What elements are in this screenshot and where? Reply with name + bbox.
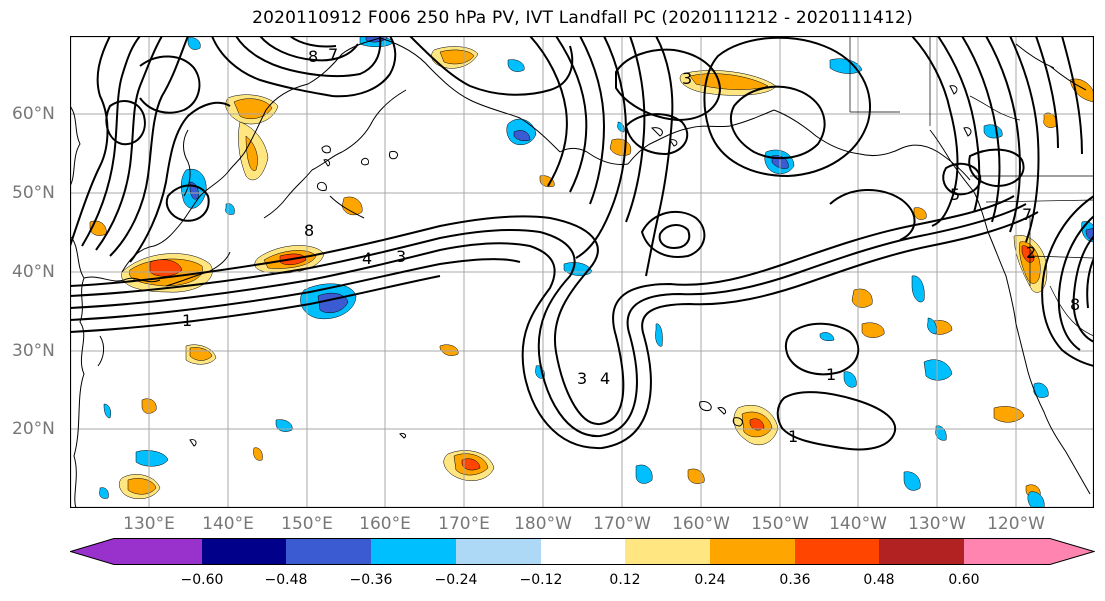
- colorbar-tick-label: 0.12: [609, 572, 641, 588]
- map-panel: 8 8 7 4 3 1 3 4 5 2 1 1 3 8 7: [70, 36, 1094, 508]
- colorbar-tick-label: −0.36: [349, 572, 393, 588]
- map-title: 2020110912 F006 250 hPa PV, IVT Landfall…: [252, 8, 913, 28]
- contour-label: 8: [304, 221, 314, 240]
- contour-label: 7: [328, 45, 338, 64]
- colorbar: [70, 538, 1095, 565]
- lat-label-20n: 20°N: [12, 419, 55, 439]
- lon-label-160w: 160°W: [672, 514, 730, 534]
- contour-label: 3: [682, 69, 692, 88]
- lon-label-130e: 130°E: [123, 514, 175, 534]
- contour-label: 8: [308, 47, 318, 66]
- colorbar-segment: [70, 538, 202, 565]
- contour-label: 1: [788, 427, 798, 446]
- colorbar-segment: [286, 538, 371, 565]
- lon-label-140w: 140°W: [829, 514, 887, 534]
- colorbar-tick-label: −0.24: [434, 572, 478, 588]
- colorbar-segment: [625, 538, 710, 565]
- contour-label: 4: [600, 369, 610, 388]
- lat-label-40n: 40°N: [12, 262, 55, 282]
- colorbar-tick-label: 0.48: [863, 572, 895, 588]
- colorbar-tick-label: 0.24: [694, 572, 726, 588]
- lon-label-120w: 120°W: [987, 514, 1045, 534]
- contour-label: 1: [826, 365, 836, 384]
- lon-label-130w: 130°W: [908, 514, 966, 534]
- colorbar-segment: [541, 538, 625, 565]
- lon-label-170w: 170°W: [593, 514, 651, 534]
- colorbar-segment: [371, 538, 456, 565]
- colorbar-segment: [710, 538, 795, 565]
- lon-label-150w: 150°W: [751, 514, 809, 534]
- colorbar-tick-label: −0.12: [519, 572, 563, 588]
- colorbar-tick-label: 0.36: [779, 572, 811, 588]
- lon-label-180w: 180°W: [514, 514, 572, 534]
- contour-lines: [70, 36, 1094, 451]
- lat-label-60n: 60°N: [12, 104, 55, 124]
- lat-label-50n: 50°N: [12, 183, 55, 203]
- contour-label: 5: [950, 185, 960, 204]
- colorbar-segment: [202, 538, 286, 565]
- contour-label: 8: [1070, 295, 1080, 314]
- colorbar-segment: [964, 538, 1094, 565]
- colorbar-tick-label: 0.60: [948, 572, 980, 588]
- lat-label-30n: 30°N: [12, 341, 55, 361]
- colorbar-tick-label: −0.60: [180, 572, 224, 588]
- lon-label-150e: 150°E: [281, 514, 333, 534]
- contour-label: 2: [1026, 243, 1036, 262]
- contour-label: 7: [1022, 205, 1032, 224]
- lon-label-160e: 160°E: [359, 514, 411, 534]
- islands: [189, 85, 972, 447]
- colorbar-outline: [70, 538, 1095, 565]
- colorbar-segment: [795, 538, 879, 565]
- lon-label-170e: 170°E: [438, 514, 490, 534]
- contour-label: 3: [577, 369, 587, 388]
- contour-labels: 8 8 7 4 3 1 3 4 5 2 1 1 3 8 7: [182, 45, 1080, 446]
- lon-label-140e: 140°E: [202, 514, 254, 534]
- coastlines: [70, 37, 1091, 508]
- contour-label: 3: [396, 247, 406, 266]
- map-frame: [70, 36, 1094, 508]
- lat-lon-grid: [70, 36, 1094, 508]
- contour-label: 1: [182, 311, 192, 330]
- contour-label: 4: [362, 249, 372, 268]
- colorbar-tick-label: −0.48: [264, 572, 308, 588]
- colorbar-segment: [879, 538, 964, 565]
- colorbar-segment: [456, 538, 541, 565]
